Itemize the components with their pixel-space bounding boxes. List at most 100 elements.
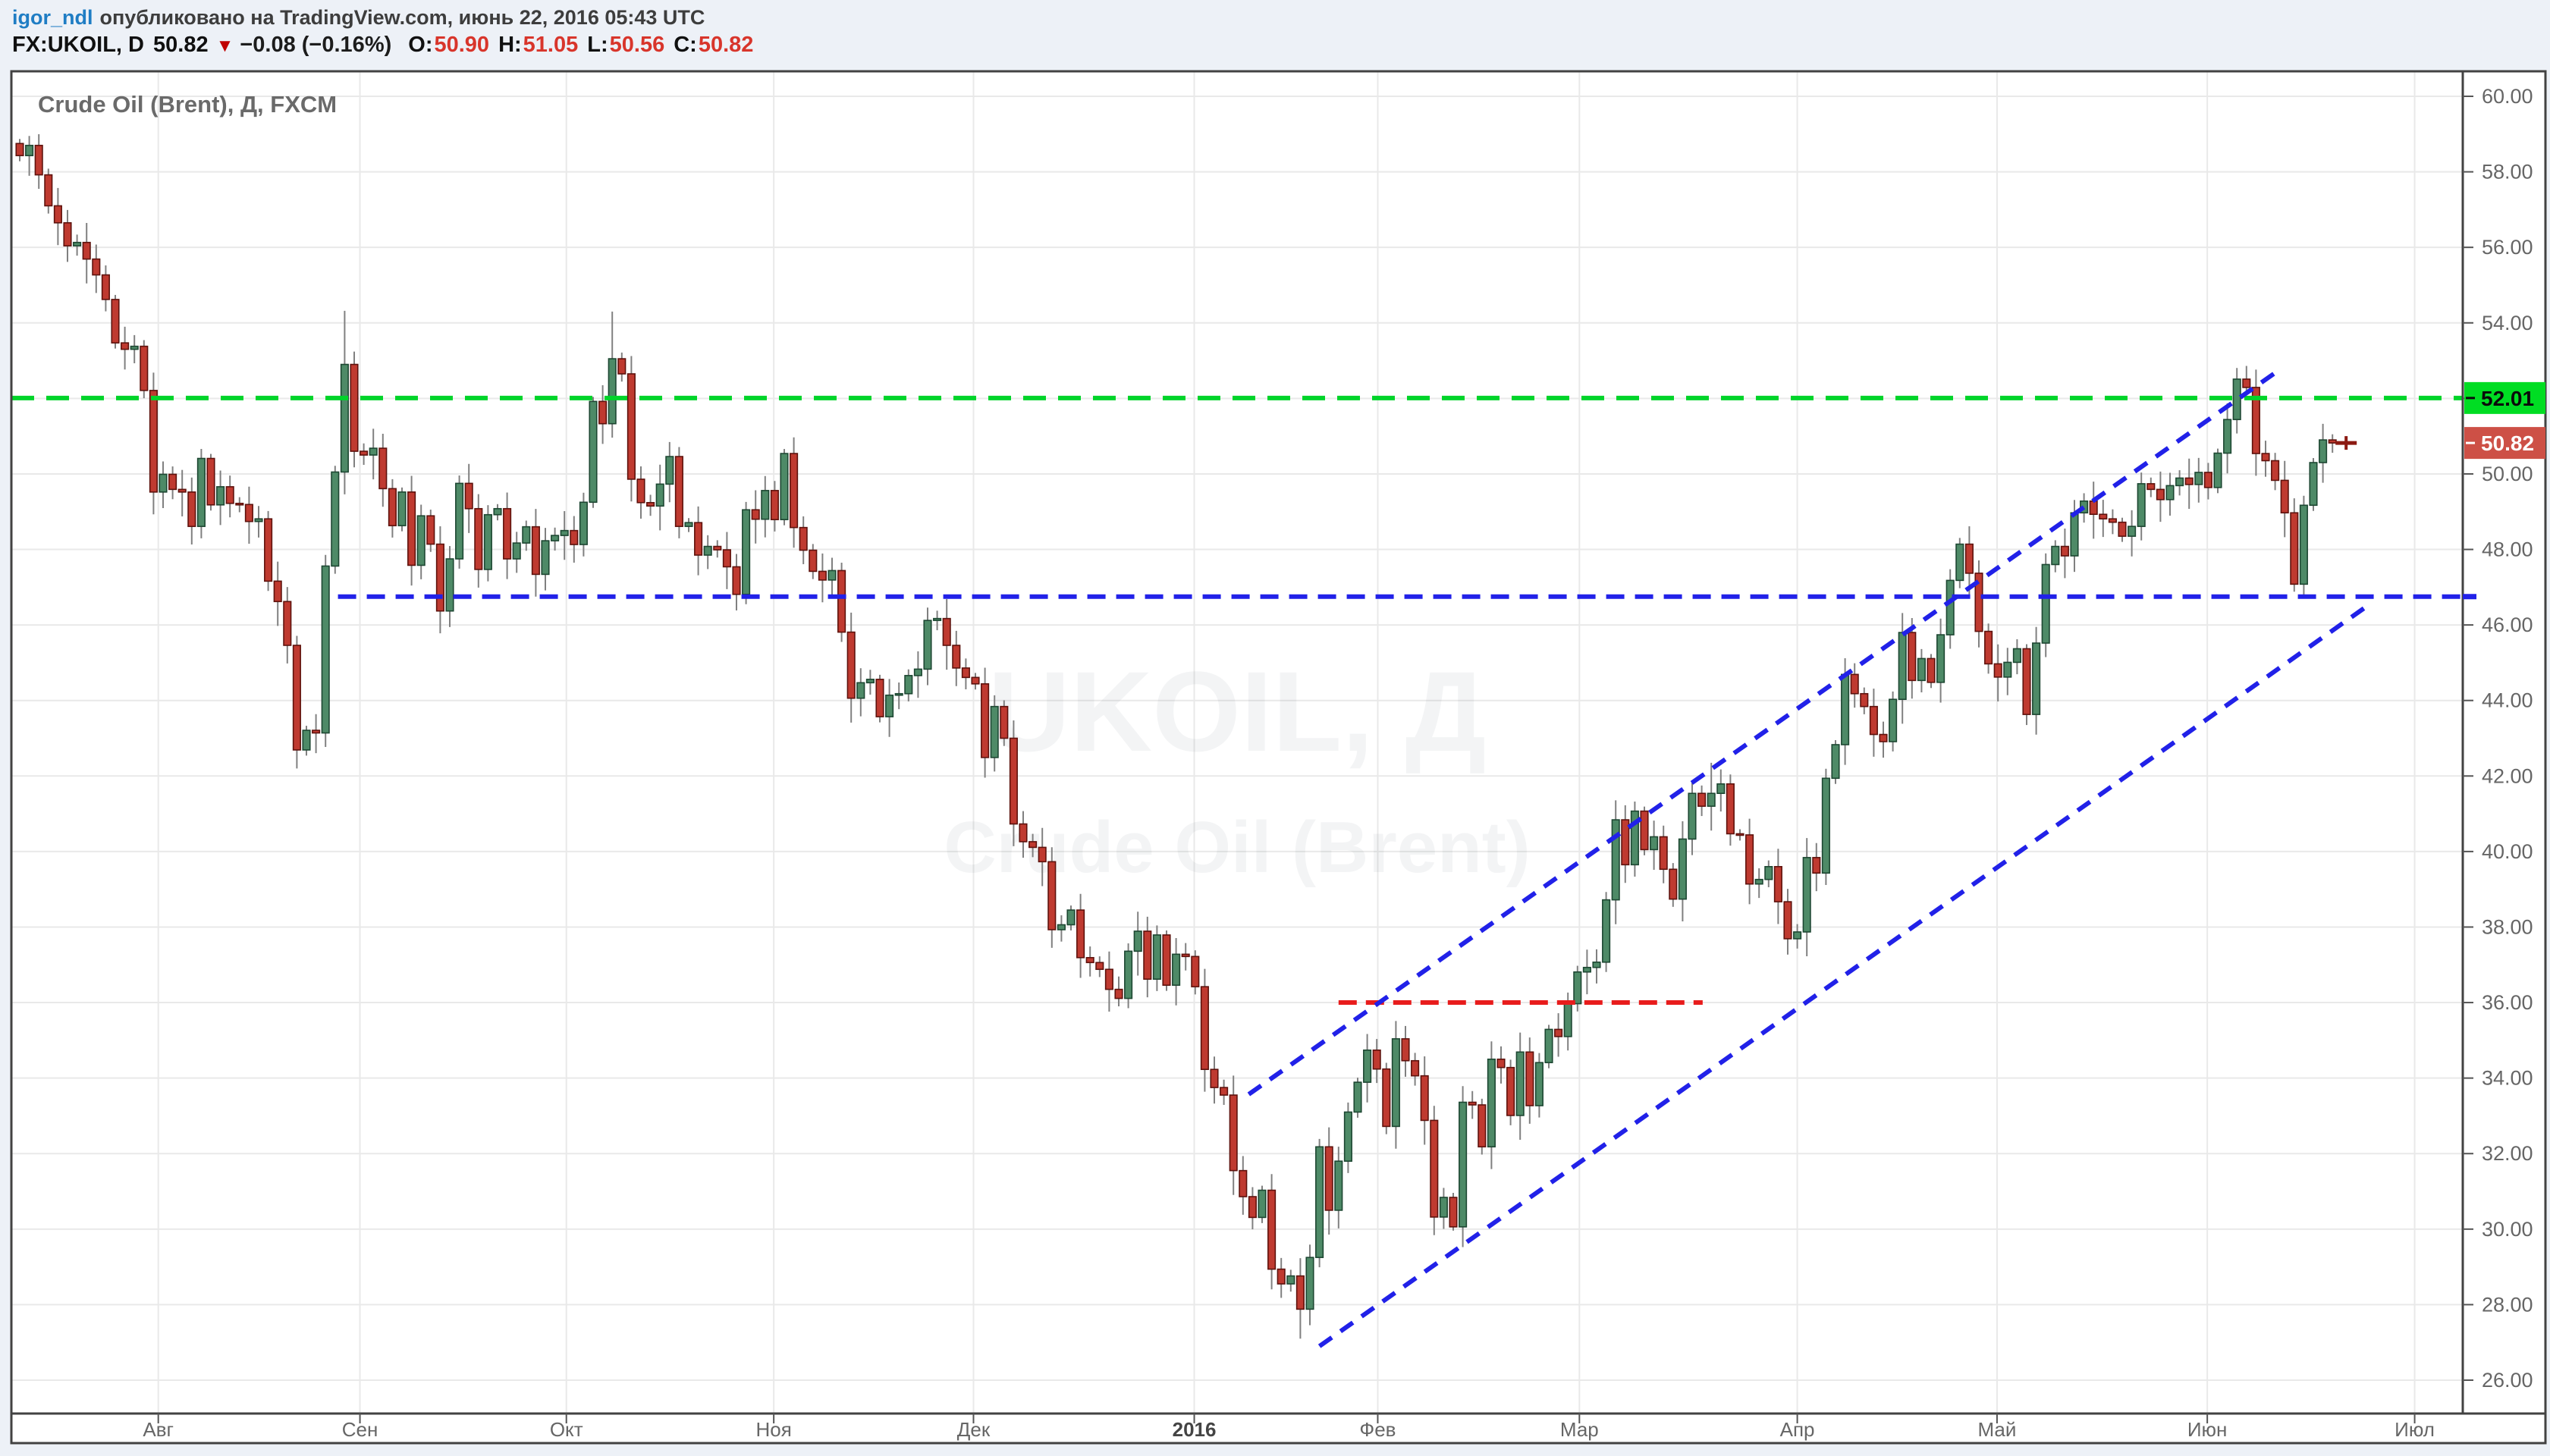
time-tick-label: Мар [1560, 1418, 1599, 1441]
candle-body [235, 502, 244, 506]
level-badge-label: 52.01 [2481, 387, 2534, 410]
candle-body [885, 694, 894, 717]
price-tick-label: 36.00 [2482, 991, 2533, 1014]
candle-body [273, 580, 282, 603]
candle-body [2242, 378, 2251, 388]
candle-body [2099, 513, 2108, 519]
candle-body [1200, 986, 1209, 1070]
candle-body [350, 363, 359, 452]
candle-body [464, 482, 473, 510]
price-tick-label: 34.00 [2482, 1067, 2533, 1090]
candle-body [1544, 1028, 1553, 1064]
candle-body [1220, 1087, 1229, 1096]
close-value: 50.82 [698, 33, 754, 57]
candle-body [1191, 956, 1200, 987]
candle-body [1057, 924, 1066, 930]
candle-body [302, 730, 311, 751]
price-change: −0.08 (−0.16%) [240, 33, 392, 57]
candle-body [1295, 1275, 1305, 1310]
candle-body [177, 488, 187, 493]
candle-body [416, 515, 426, 566]
candle-body [1277, 1268, 1286, 1285]
candle-body [942, 617, 951, 646]
candle-body [1993, 663, 2002, 678]
candle-body [121, 342, 130, 350]
candle-body [1659, 836, 1668, 871]
candle-body [646, 501, 655, 507]
candle-body [617, 358, 627, 375]
price-tick-label: 58.00 [2482, 161, 2533, 184]
candle-body [1430, 1119, 1439, 1218]
candle-body [1391, 1038, 1400, 1128]
candle-body [149, 390, 158, 493]
candle-body [1047, 861, 1057, 930]
candle-body [827, 570, 837, 581]
candle-body [1515, 1051, 1525, 1116]
quote-line: FX:UKOIL, D 50.82 ▼ −0.08 (−0.16%) O:50.90 H:… [12, 31, 758, 60]
candle-body [1908, 632, 1917, 682]
candle-body [512, 542, 521, 560]
symbol-label[interactable]: FX:UKOIL, D [12, 33, 144, 57]
username-link[interactable]: igor_ndl [12, 6, 93, 29]
published-text: опубликовано на TradingView.com, июнь 22… [99, 6, 705, 29]
time-tick-label: Окт [550, 1418, 583, 1441]
candle-body [1697, 792, 1707, 807]
candle-body [1611, 819, 1620, 901]
candle-body [254, 518, 263, 522]
candle-body [159, 473, 168, 493]
time-axis[interactable]: Авг Сен Окт Ноя Дек 2016 Фев Мар Апр Май Июн Июл [143, 1414, 2435, 1441]
candle-body [321, 565, 330, 734]
candle-body [856, 682, 865, 699]
candle-body [2089, 500, 2098, 516]
candle-body [2223, 419, 2232, 454]
candle-body [474, 507, 483, 570]
candle-body [2251, 387, 2260, 454]
candle-body [1506, 1066, 1515, 1116]
time-tick-label: 2016 [1173, 1418, 1217, 1441]
candle-body [722, 549, 731, 568]
candle-body [904, 675, 913, 695]
candle-body [2128, 526, 2137, 537]
candle-body [1889, 698, 1898, 742]
candle-body [684, 522, 693, 527]
candle-body [1841, 673, 1850, 745]
candle-body [1735, 833, 1744, 836]
candle-body [2309, 462, 2318, 507]
price-tick-label: 54.00 [2482, 312, 2533, 334]
candle-body [1258, 1189, 1267, 1219]
trend-channel-upper [1247, 369, 2280, 1097]
candle-body [1496, 1058, 1506, 1068]
candle-body [2118, 521, 2127, 537]
price-axis[interactable]: 60.0058.0056.0054.0052.0050.0048.0046.00… [2463, 85, 2533, 1392]
price-badges: 52.01 50.82 [2464, 381, 2545, 460]
candle-body [493, 507, 502, 516]
candle-body [388, 488, 397, 526]
price-tick-label: 38.00 [2482, 915, 2533, 938]
candle-body [2003, 661, 2012, 678]
candle-body [2156, 488, 2165, 500]
candle-body [541, 540, 550, 576]
snapshot-header: igor_ndl опубликовано на TradingView.com,… [12, 5, 758, 60]
candle-body [292, 645, 301, 751]
candle-body [2261, 453, 2270, 462]
chart-panel-background [11, 71, 2545, 1443]
annotation-lines[interactable] [11, 369, 2463, 1348]
candle-body [1324, 1146, 1333, 1211]
candle-body [742, 509, 751, 595]
candle-body [1879, 733, 1888, 742]
candle-body [1707, 792, 1716, 807]
candle-body [1353, 1081, 1362, 1113]
candle-body [2051, 545, 2060, 566]
candle-body [1382, 1068, 1391, 1128]
candle-body [1334, 1160, 1343, 1211]
candle-body [2290, 512, 2299, 585]
candle-body [25, 144, 34, 156]
price-tick-label: 46.00 [2482, 613, 2533, 636]
candle-body [818, 570, 827, 581]
candle-body [2232, 378, 2241, 421]
candle-body [2299, 504, 2308, 585]
candle-body [923, 620, 932, 670]
price-tick-label: 44.00 [2482, 689, 2533, 712]
time-tick-label: Дек [957, 1418, 991, 1441]
